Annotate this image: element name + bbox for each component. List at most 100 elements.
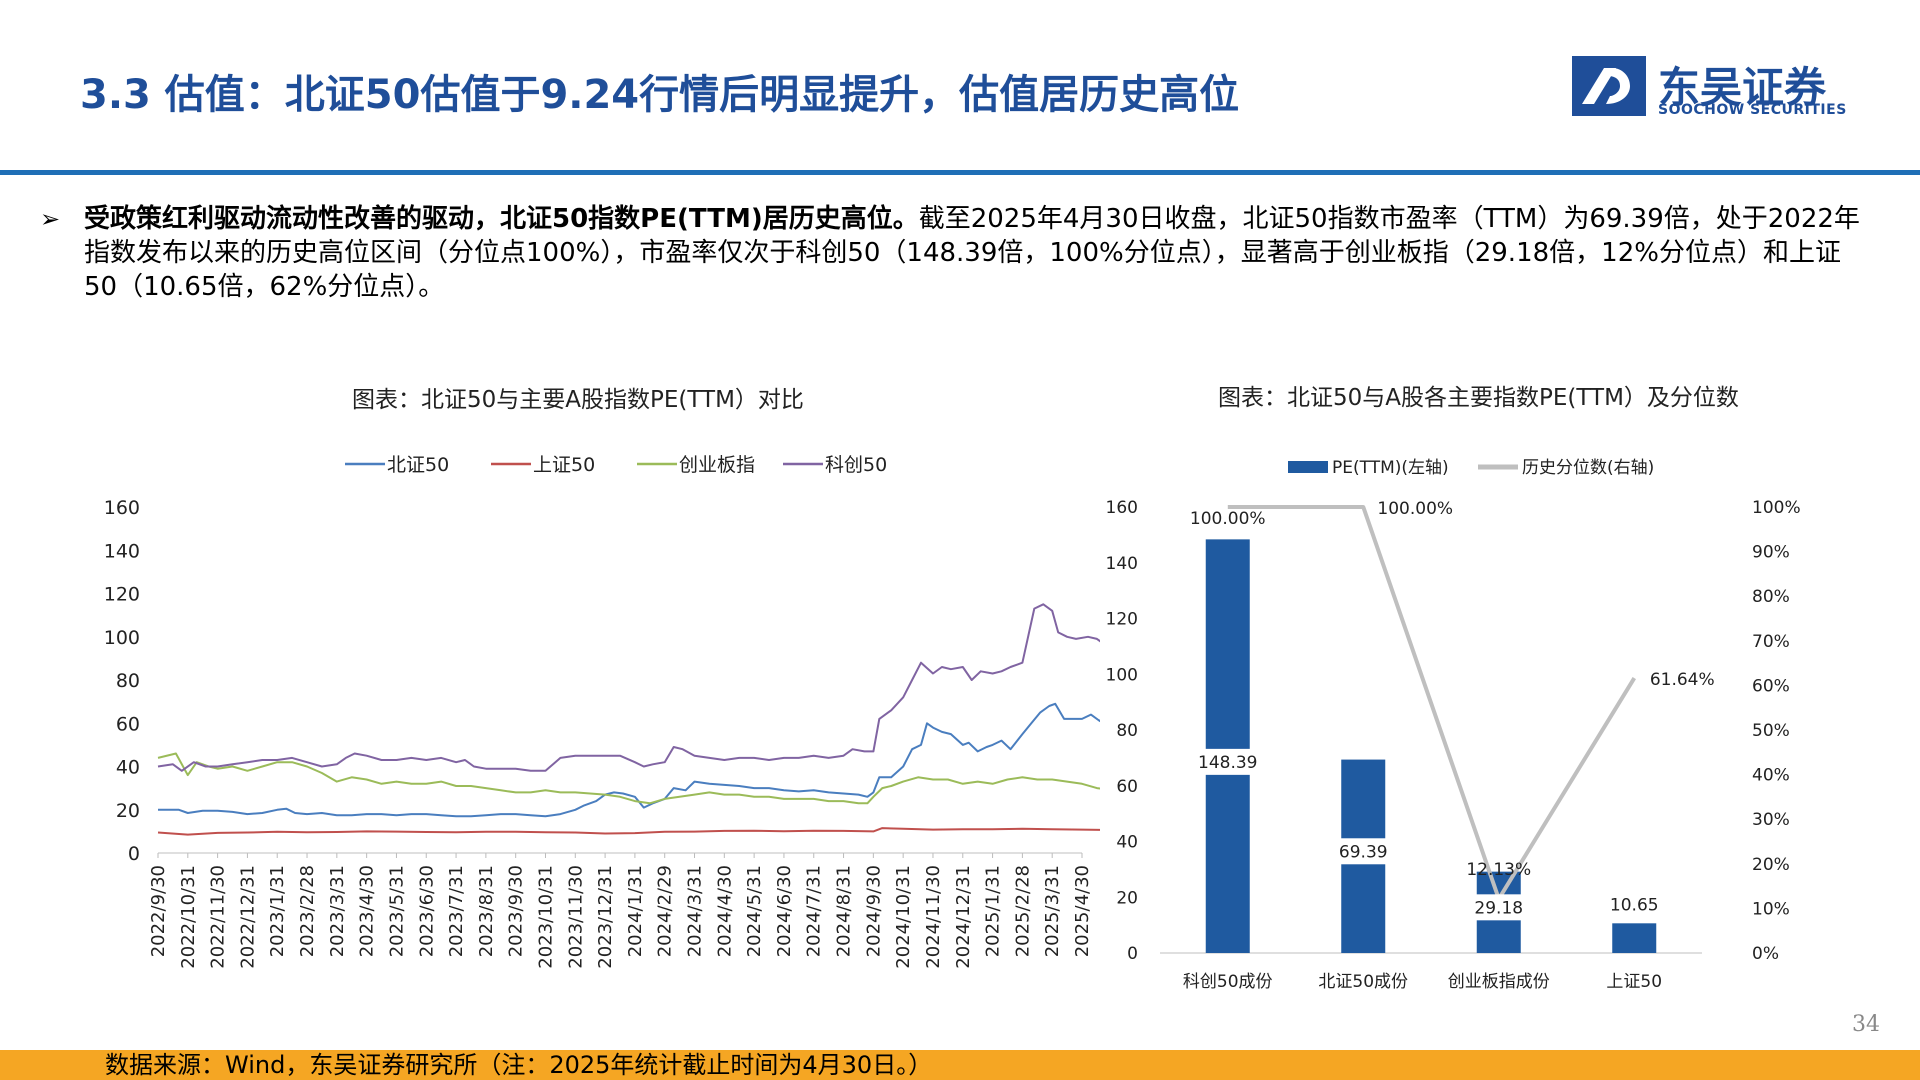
bar-label-bg <box>1465 894 1533 921</box>
right-y-tick-label: 70% <box>1752 632 1790 652</box>
x-tick-label: 2023/7/31 <box>446 865 467 957</box>
x-tick-label: 2023/1/31 <box>267 865 288 957</box>
pe-bar <box>1205 539 1250 953</box>
x-tick-label: 2023/5/31 <box>386 865 407 957</box>
y-tick-label: 0 <box>128 843 140 865</box>
category-label: 上证50 <box>1606 972 1662 992</box>
legend-bar-label: PE(TTM)(左轴) <box>1332 458 1449 478</box>
x-tick-label: 2024/1/31 <box>625 865 646 957</box>
x-tick-label: 2024/4/30 <box>714 865 735 957</box>
x-tick-label: 2024/3/31 <box>685 865 706 957</box>
left-y-tick-label: 160 <box>1106 498 1138 518</box>
left-y-tick-label: 0 <box>1127 944 1138 964</box>
y-tick-label: 20 <box>116 800 140 822</box>
x-tick-label: 2022/11/30 <box>208 865 229 969</box>
left-y-tick-label: 120 <box>1106 610 1138 630</box>
x-tick-label: 2023/6/30 <box>416 865 437 957</box>
legend-label: 上证50 <box>533 454 595 476</box>
legend-label: 创业板指 <box>679 454 755 476</box>
series-line <box>157 752 1100 805</box>
y-tick-label: 80 <box>116 670 140 692</box>
data-source: 数据来源：Wind，东吴证券研究所（注：2025年统计截止时间为4月30日。） <box>105 1051 933 1079</box>
x-tick-label: 2022/12/31 <box>237 865 258 969</box>
left-y-tick-label: 60 <box>1116 777 1138 797</box>
bullet-arrow-icon: ➢ <box>40 205 61 233</box>
left-y-tick-label: 20 <box>1116 888 1138 908</box>
series-line <box>157 827 1100 836</box>
series-line <box>158 702 1100 818</box>
bar-label-bg <box>1188 748 1267 775</box>
legend-label: 北证50 <box>387 454 449 476</box>
y-tick-label: 60 <box>116 713 140 735</box>
x-tick-label: 2023/3/31 <box>327 865 348 957</box>
x-tick-label: 2025/4/30 <box>1072 865 1093 957</box>
right-y-tick-label: 90% <box>1752 543 1790 563</box>
right-y-tick-label: 30% <box>1752 810 1790 830</box>
x-tick-label: 2024/7/31 <box>804 865 825 957</box>
x-tick-label: 2024/9/30 <box>863 865 884 957</box>
x-tick-label: 2024/12/31 <box>953 865 974 969</box>
logo-english-name: SOOCHOW SECURITIES <box>1658 102 1847 118</box>
x-tick-label: 2024/8/31 <box>834 865 855 957</box>
x-tick-label: 2024/2/29 <box>655 865 676 957</box>
left-y-tick-label: 100 <box>1106 665 1138 685</box>
left-chart-title: 图表：北证50与主要A股指数PE(TTM）对比 <box>352 387 804 413</box>
x-tick-label: 2023/2/28 <box>297 865 318 957</box>
right-y-tick-label: 40% <box>1752 766 1790 786</box>
x-tick-label: 2023/10/31 <box>535 865 556 969</box>
percentile-label: 100.00% <box>1377 499 1453 519</box>
soochow-logo-icon <box>1572 56 1646 116</box>
bar-value-label: 29.18 <box>1474 898 1523 918</box>
y-tick-label: 100 <box>104 627 140 649</box>
y-tick-label: 140 <box>104 540 140 562</box>
page-number: 34 <box>1852 1012 1880 1037</box>
series-line <box>157 603 1100 772</box>
x-tick-label: 2023/4/30 <box>357 865 378 957</box>
x-tick-label: 2024/10/31 <box>893 865 914 969</box>
x-tick-label: 2022/9/30 <box>148 865 169 957</box>
line-chart: 0 20 40 60 80 100 120 140 160 2022/9/30 2022/10/31… <box>104 454 1100 969</box>
x-tick-label: 2025/1/31 <box>983 865 1004 957</box>
right-y-tick-label: 10% <box>1752 899 1790 919</box>
bar-label-bg <box>1329 838 1397 865</box>
x-tick-label: 2022/10/31 <box>178 865 199 969</box>
summary-text: 截至2025年4月30日收盘，北证50指数市盈率（TTM）为69.39倍，处于2… <box>84 204 1860 302</box>
header-divider <box>0 170 1920 175</box>
percentile-label: 61.64% <box>1650 670 1715 690</box>
y-tick-label: 160 <box>104 497 140 519</box>
page-title: 3.3 估值：北证50估值于9.24行情后明显提升，估值居历史高位 <box>80 72 1240 118</box>
logo-chinese-name: 东吴证券 <box>1658 63 1827 112</box>
x-tick-label: 2024/6/30 <box>774 865 795 957</box>
x-tick-label: 2025/3/31 <box>1042 865 1063 957</box>
x-tick-label: 2023/12/31 <box>595 865 616 969</box>
x-tick-label: 2023/8/31 <box>476 865 497 957</box>
pe-bar <box>1612 923 1657 953</box>
category-label: 创业板指成份 <box>1448 972 1550 992</box>
right-y-tick-label: 0% <box>1752 944 1779 964</box>
legend-bar-swatch <box>1288 461 1328 473</box>
legend-label: 科创50 <box>825 454 887 476</box>
x-tick-label: 2024/11/30 <box>923 865 944 969</box>
bar-chart: 0 20 40 60 80 100 120 140 160 0% 10% 20% 30% 40% 50% 60… <box>1106 458 1801 992</box>
x-tick-label: 2025/2/28 <box>1012 865 1033 957</box>
left-y-tick-label: 80 <box>1116 721 1138 741</box>
right-y-tick-label: 60% <box>1752 676 1790 696</box>
bar-value-label: 148.39 <box>1198 753 1257 773</box>
bar-value-label: 69.39 <box>1339 842 1388 862</box>
company-logo: 东吴证券 SOOCHOW SECURITIES <box>1570 52 1860 122</box>
summary-bold-lead: 受政策红利驱动流动性改善的驱动，北证50指数PE(TTM)居历史高位。 <box>84 204 919 234</box>
y-tick-label: 40 <box>116 757 140 779</box>
right-y-tick-label: 80% <box>1752 587 1790 607</box>
category-label: 北证50成份 <box>1318 972 1408 992</box>
legend-line-label: 历史分位数(右轴) <box>1522 458 1654 478</box>
bar-value-label: 10.65 <box>1610 895 1659 915</box>
x-tick-label: 2023/9/30 <box>506 865 527 957</box>
percentile-label: 100.00% <box>1190 509 1266 529</box>
left-y-tick-label: 140 <box>1106 554 1138 574</box>
right-chart-title: 图表：北证50与A股各主要指数PE(TTM）及分位数 <box>1218 385 1739 411</box>
x-tick-label: 2023/11/30 <box>565 865 586 969</box>
y-tick-label: 120 <box>104 584 140 606</box>
percentile-line <box>1227 505 1637 901</box>
footer-bar <box>0 1050 1920 1080</box>
right-y-tick-label: 50% <box>1752 721 1790 741</box>
